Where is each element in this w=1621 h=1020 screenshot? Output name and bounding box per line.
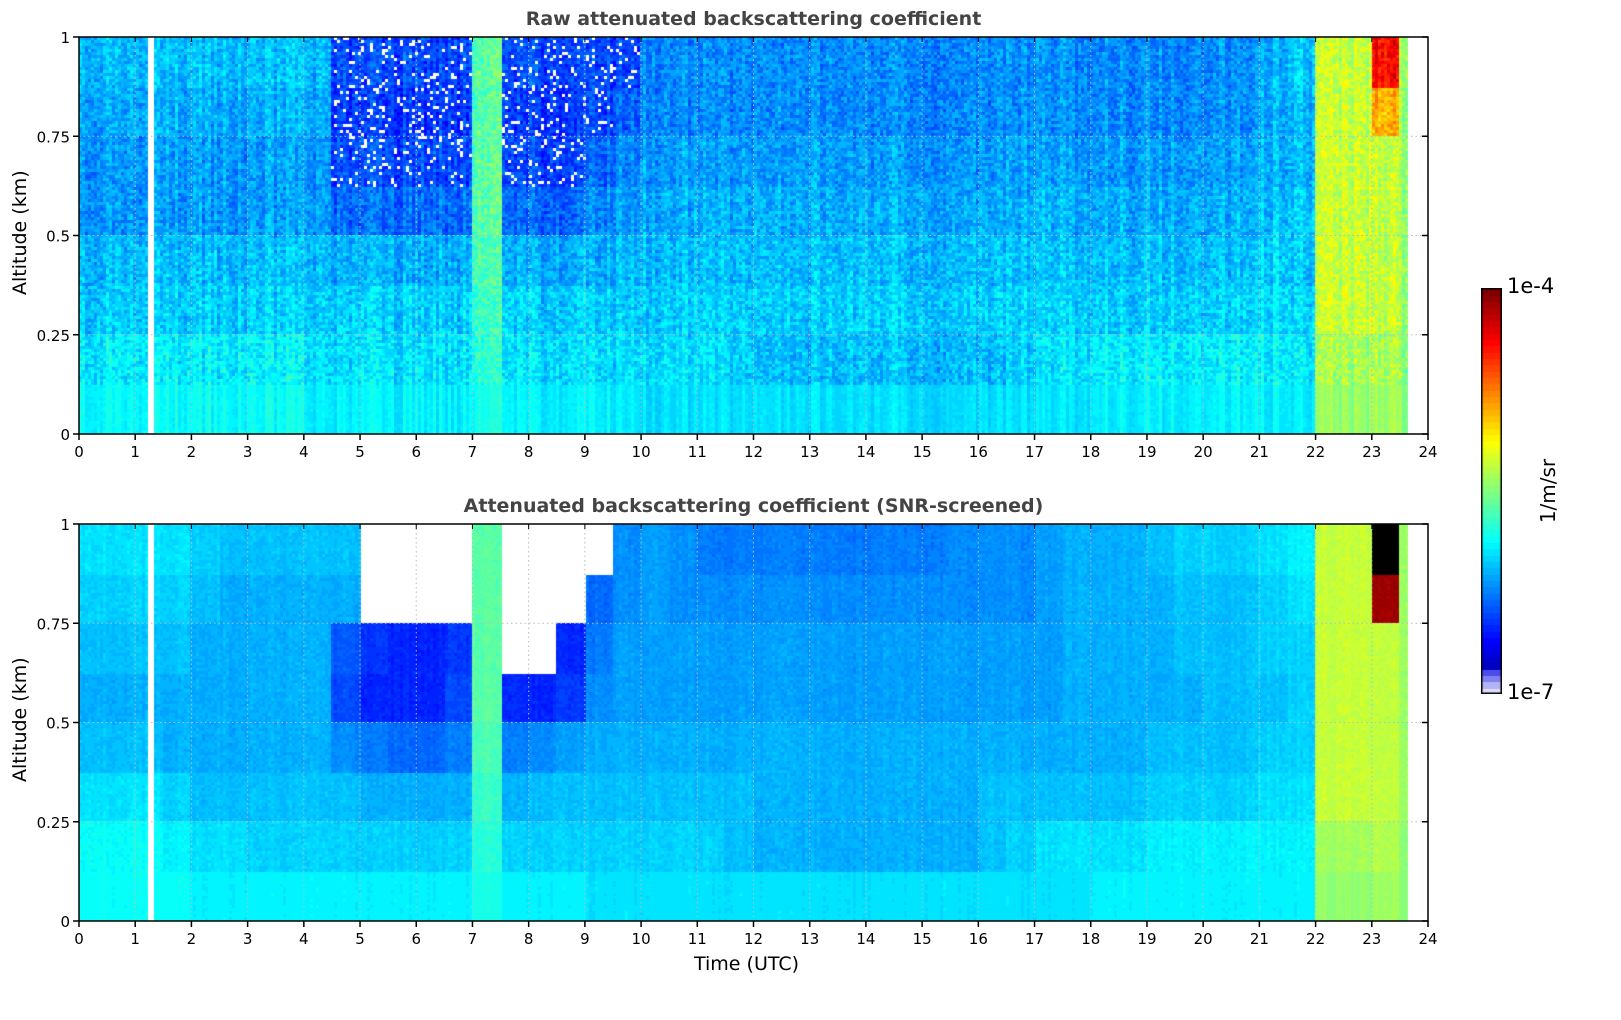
chart-title-screened: Attenuated backscattering coefficient (S… [463, 495, 1044, 517]
x-tick-label: 21 [1250, 930, 1269, 948]
x-tick-label: 9 [580, 443, 590, 461]
x-tick-label: 3 [243, 443, 253, 461]
x-tick-label: 8 [524, 443, 534, 461]
x-tick-label: 6 [411, 443, 421, 461]
x-tick-label: 4 [299, 443, 309, 461]
x-tick-label: 11 [688, 930, 707, 948]
y-tick-label: 0.75 [37, 615, 70, 633]
x-tick-label: 0 [74, 930, 84, 948]
x-tick-label: 1 [130, 930, 140, 948]
chart-title-raw: Raw attenuated backscattering coefficien… [525, 8, 982, 30]
x-tick-label: 12 [744, 930, 763, 948]
colorbar-unit-label: 1/m/sr [1536, 458, 1560, 524]
x-tick-label: 18 [1081, 930, 1100, 948]
plot-frame [78, 523, 1429, 922]
colorbar-max-label: 1e-4 [1507, 274, 1555, 298]
x-tick-label: 5 [355, 443, 365, 461]
x-tick-label: 21 [1250, 443, 1269, 461]
x-tick-label: 13 [800, 930, 819, 948]
y-tick-label: 0.25 [37, 814, 70, 832]
x-tick-label: 22 [1306, 930, 1325, 948]
y-tick-label: 0 [60, 913, 70, 931]
x-tick-label: 2 [187, 930, 197, 948]
x-tick-label: 9 [580, 930, 590, 948]
x-tick-label: 12 [744, 443, 763, 461]
x-tick-label: 1 [130, 443, 140, 461]
x-tick-label: 4 [299, 930, 309, 948]
x-tick-label: 20 [1194, 930, 1213, 948]
x-tick-label: 19 [1137, 443, 1156, 461]
x-tick-label: 23 [1362, 443, 1381, 461]
x-tick-label: 17 [1025, 930, 1044, 948]
x-tick-label: 15 [913, 930, 932, 948]
y-axis-label-screened: Altitude (km) [9, 657, 31, 782]
x-tick-label: 8 [524, 930, 534, 948]
x-tick-label: 22 [1306, 443, 1325, 461]
x-tick-label: 18 [1081, 443, 1100, 461]
x-tick-label: 16 [969, 443, 988, 461]
y-tick-label: 0.25 [37, 327, 70, 345]
y-tick-label: 0.5 [46, 228, 70, 246]
x-tick-label: 0 [74, 443, 84, 461]
plot-frame [78, 36, 1429, 435]
y-tick-label: 1 [60, 516, 70, 534]
x-tick-label: 13 [800, 443, 819, 461]
colorbar [1481, 288, 1502, 694]
y-tick-label: 0.75 [37, 128, 70, 146]
x-tick-label: 5 [355, 930, 365, 948]
x-tick-label: 14 [856, 930, 875, 948]
x-tick-label: 10 [632, 443, 651, 461]
y-tick-label: 0 [60, 426, 70, 444]
y-tick-label: 1 [60, 29, 70, 47]
x-tick-label: 15 [913, 443, 932, 461]
axes-screened: 0 1 2 3 4 5 6 7 8 9 10 11 12 13 14 15 16 17 18 19 20 21 22 23 24… [37, 516, 1438, 948]
x-tick-label: 14 [856, 443, 875, 461]
axes-raw: 0 1 2 3 4 5 6 7 8 9 10 11 12 13 14 15 16 17 18 19 20 21 22 23 24… [37, 29, 1438, 461]
y-axis-label-raw: Altitude (km) [9, 170, 31, 295]
x-tick-label: 24 [1418, 930, 1437, 948]
x-tick-label: 23 [1362, 930, 1381, 948]
x-tick-label: 16 [969, 930, 988, 948]
x-tick-label: 7 [468, 443, 478, 461]
x-tick-label: 3 [243, 930, 253, 948]
y-tick-label: 0.5 [46, 715, 70, 733]
x-tick-label: 11 [688, 443, 707, 461]
x-tick-label: 24 [1418, 443, 1437, 461]
x-tick-label: 7 [468, 930, 478, 948]
x-tick-label: 19 [1137, 930, 1156, 948]
x-tick-label: 20 [1194, 443, 1213, 461]
colorbar-min-label: 1e-7 [1507, 680, 1555, 704]
x-tick-label: 2 [187, 443, 197, 461]
x-tick-label: 17 [1025, 443, 1044, 461]
x-tick-label: 6 [411, 930, 421, 948]
x-axis-label: Time (UTC) [694, 953, 800, 975]
x-tick-label: 10 [632, 930, 651, 948]
